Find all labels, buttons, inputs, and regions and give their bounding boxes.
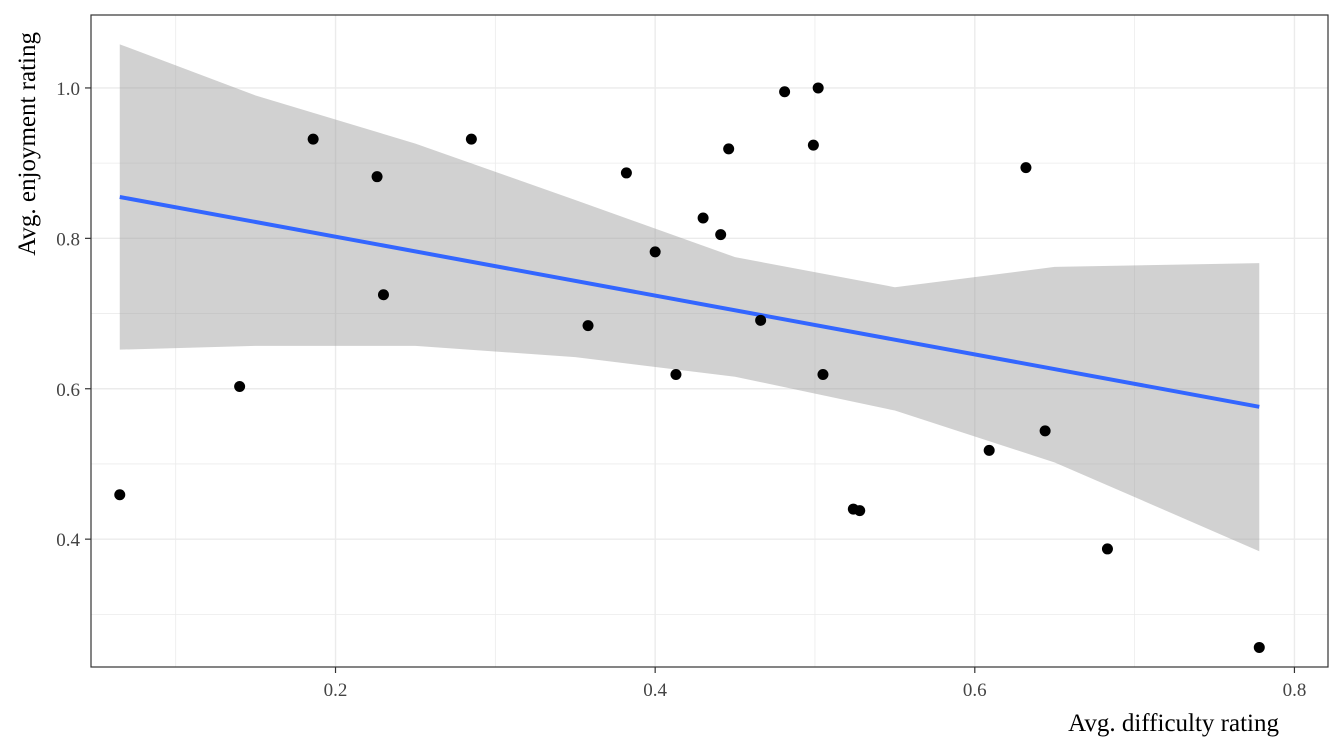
data-point <box>670 368 682 380</box>
x-tick-label: 0.2 <box>324 680 348 701</box>
y-tick-label: 0.6 <box>56 380 80 401</box>
x-axis-title: Avg. difficulty rating <box>1068 710 1279 737</box>
data-point <box>807 139 819 151</box>
x-tick-label: 0.4 <box>643 680 667 701</box>
data-point <box>234 380 246 392</box>
data-point <box>114 489 126 501</box>
y-tick-label: 1.0 <box>56 79 80 100</box>
y-tick-label: 0.4 <box>56 530 80 551</box>
y-tick-label: 0.8 <box>56 229 80 250</box>
data-point <box>649 246 661 258</box>
data-point <box>1253 641 1265 653</box>
major-gridlines <box>91 15 1328 667</box>
data-point <box>697 212 709 224</box>
data-point <box>715 229 727 241</box>
y-axis-title: Avg. enjoyment rating <box>14 32 41 256</box>
data-point <box>1101 543 1113 555</box>
data-point <box>377 289 389 301</box>
data-points <box>114 82 1265 653</box>
data-point <box>817 368 829 380</box>
x-tick-label: 0.8 <box>1283 680 1307 701</box>
data-point <box>983 444 995 456</box>
minor-gridlines <box>91 15 1328 667</box>
data-point <box>371 171 383 183</box>
data-point <box>1020 162 1032 174</box>
data-point <box>307 133 319 145</box>
x-tick-label: 0.6 <box>963 680 987 701</box>
data-point <box>723 143 735 155</box>
regression-line <box>119 195 1260 409</box>
data-point <box>620 167 632 179</box>
confidence-band <box>119 44 1260 552</box>
data-point <box>582 320 594 332</box>
data-point <box>465 133 477 145</box>
data-point <box>1039 425 1051 437</box>
panel-border <box>90 14 1329 668</box>
x-axis-ticks: 0.2 0.4 0.6 0.8 <box>324 667 1307 701</box>
data-point <box>854 505 866 517</box>
y-axis-ticks: 0.4 0.6 0.8 1.0 <box>56 79 91 551</box>
data-point <box>779 86 791 98</box>
data-point <box>755 314 767 326</box>
data-point <box>812 82 824 94</box>
